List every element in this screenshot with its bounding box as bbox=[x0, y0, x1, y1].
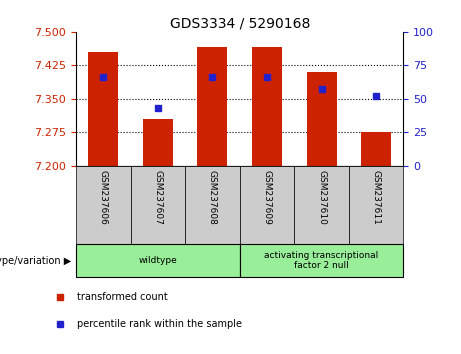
Bar bbox=[361, 132, 391, 166]
Text: GSM237611: GSM237611 bbox=[372, 170, 381, 225]
Text: GSM237610: GSM237610 bbox=[317, 170, 326, 225]
Bar bbox=[89, 52, 118, 166]
Bar bbox=[240, 244, 403, 278]
Bar bbox=[294, 166, 349, 244]
Text: percentile rank within the sample: percentile rank within the sample bbox=[77, 319, 242, 329]
Bar bbox=[76, 166, 130, 244]
Bar bbox=[143, 119, 173, 166]
Bar bbox=[197, 47, 227, 166]
Bar bbox=[349, 166, 403, 244]
Text: GSM237609: GSM237609 bbox=[262, 170, 272, 225]
Bar bbox=[252, 47, 282, 166]
Title: GDS3334 / 5290168: GDS3334 / 5290168 bbox=[170, 17, 310, 31]
Bar bbox=[307, 72, 337, 166]
Text: transformed count: transformed count bbox=[77, 292, 168, 302]
Text: wildtype: wildtype bbox=[138, 256, 177, 265]
Bar bbox=[185, 166, 240, 244]
Bar bbox=[240, 166, 294, 244]
Bar bbox=[130, 166, 185, 244]
Text: GSM237606: GSM237606 bbox=[99, 170, 108, 225]
Text: GSM237607: GSM237607 bbox=[154, 170, 162, 225]
Text: genotype/variation ▶: genotype/variation ▶ bbox=[0, 256, 71, 266]
Text: activating transcriptional
factor 2 null: activating transcriptional factor 2 null bbox=[265, 251, 378, 270]
Bar bbox=[76, 244, 240, 278]
Text: GSM237608: GSM237608 bbox=[208, 170, 217, 225]
